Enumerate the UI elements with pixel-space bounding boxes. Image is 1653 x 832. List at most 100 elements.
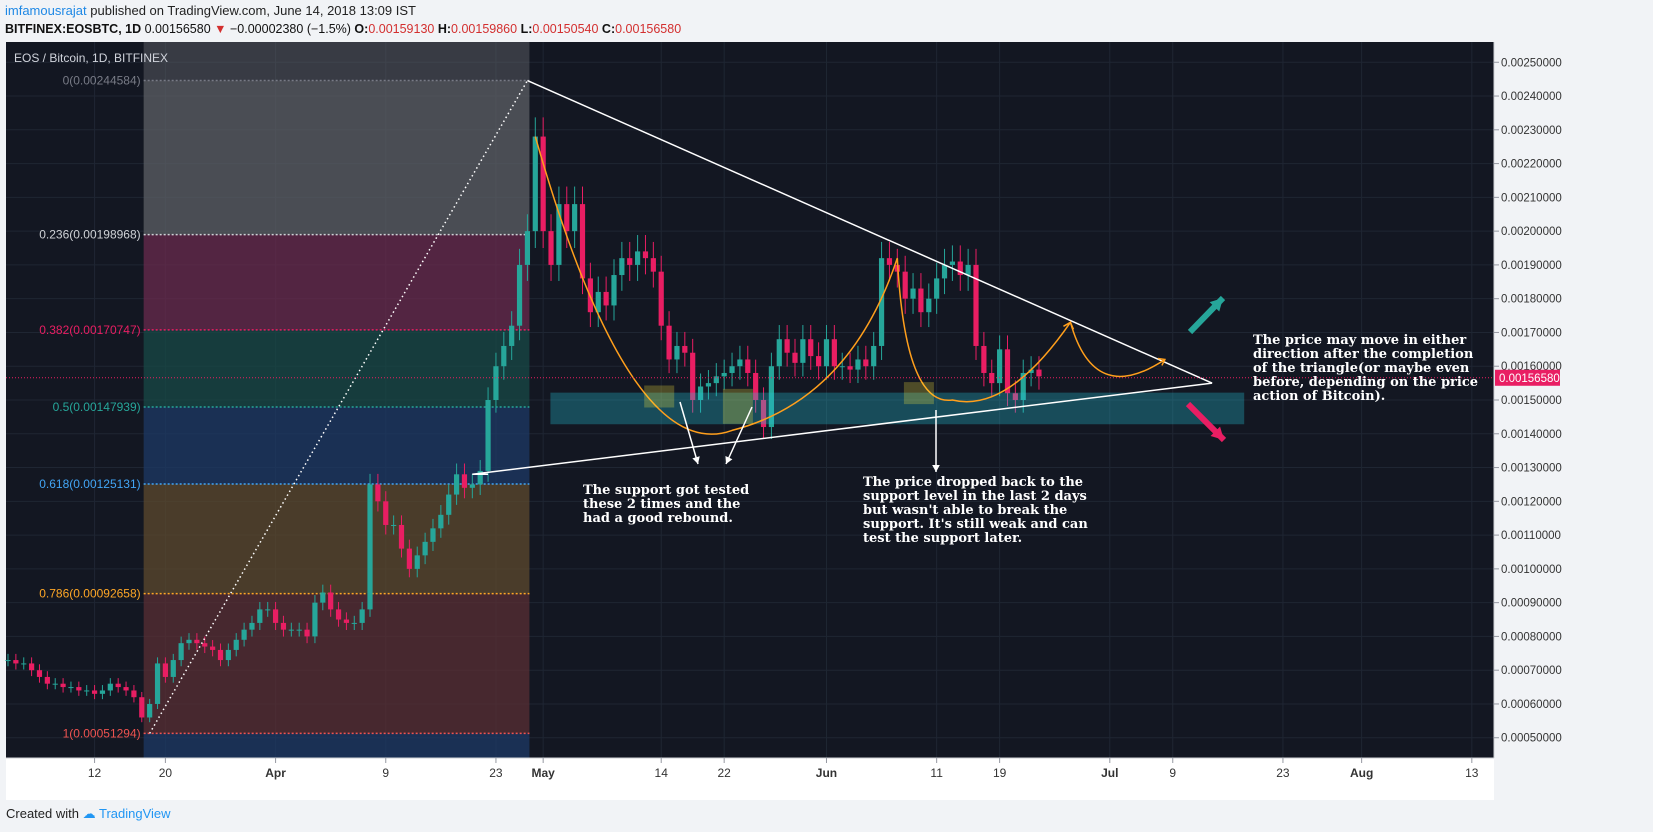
fib-level-label: 0.618(0.00125131) <box>39 477 140 491</box>
annotation-line: action of Bitcoin). <box>1253 389 1386 404</box>
time-tick-label: 20 <box>159 766 173 780</box>
candle-body <box>304 629 310 637</box>
triangle-upper-line <box>527 79 1213 384</box>
candle-body <box>398 524 405 549</box>
arrowhead-icon <box>725 456 733 464</box>
candle-body <box>627 258 633 265</box>
annotation-line: before, depending on the price <box>1253 375 1479 390</box>
candle-body <box>225 649 231 661</box>
candle-body <box>941 264 948 279</box>
candle-body <box>194 639 200 644</box>
arc-arrowhead-icon <box>1157 357 1167 366</box>
support-test-highlight <box>644 385 675 408</box>
candle-body <box>619 258 625 276</box>
candle-body <box>335 609 342 620</box>
candle-body <box>855 359 861 370</box>
candle-body <box>603 291 609 306</box>
candle-body <box>934 278 940 299</box>
candle-body <box>863 359 869 367</box>
price-tick-label: 0.00100000 <box>1501 564 1562 576</box>
candle-body <box>68 687 74 689</box>
fib-zone <box>143 42 530 81</box>
candle-body <box>414 555 420 569</box>
tradingview-link[interactable]: TradingView <box>99 806 171 821</box>
fib-level-label: 0(0.00244584) <box>63 74 141 88</box>
price-tick-label: 0.00220000 <box>1501 159 1562 171</box>
candle-body <box>391 524 397 526</box>
price-tick-label: 0.00150000 <box>1501 395 1562 407</box>
candle-body <box>501 345 507 367</box>
price-tick-label: 0.00130000 <box>1501 463 1562 475</box>
time-tick-label: 23 <box>1276 766 1290 780</box>
time-tick-label: Apr <box>265 766 286 780</box>
candle-body <box>831 339 837 367</box>
pointer-arrow <box>679 401 699 465</box>
candle-body <box>351 622 357 624</box>
candle-body <box>524 231 531 265</box>
time-tick-label: 13 <box>1465 766 1479 780</box>
fib-zone <box>143 329 530 407</box>
candle-body <box>886 258 893 265</box>
time-tick-label: Jun <box>816 766 837 780</box>
candle-body <box>107 683 113 691</box>
candle-body <box>737 359 743 367</box>
candle-body <box>564 204 570 232</box>
published-info: published on TradingView.com, June 14, 2… <box>90 3 416 18</box>
symbol-ohlc-line: BITFINEX:EOSBTC, 1D 0.00156580 ▼ −0.0000… <box>5 22 681 36</box>
candle-body <box>493 366 499 400</box>
candle-body <box>257 609 263 623</box>
candle-body <box>847 366 853 370</box>
annotation-line: of the triangle(or maybe even <box>1253 361 1470 376</box>
time-tick-label: 23 <box>489 766 503 780</box>
high-label: H: <box>437 22 452 36</box>
candle-body <box>642 251 649 259</box>
candle-body <box>658 271 664 326</box>
time-tick-label: May <box>531 766 555 780</box>
price-tick-label: 0.00090000 <box>1501 598 1562 610</box>
candle-body <box>375 484 381 502</box>
candle-body <box>957 261 963 276</box>
candle-body <box>21 663 27 665</box>
time-tick-label: 9 <box>382 766 389 780</box>
annotation-support: The support got tested these 2 times and… <box>583 484 749 526</box>
candle-body <box>690 352 696 400</box>
candle-body <box>328 592 334 610</box>
price-change: −0.00002380 (−1.5%) <box>230 22 351 36</box>
price-tick-label: 0.00190000 <box>1501 260 1562 272</box>
annotation-drop: The price dropped back to the support le… <box>863 476 1088 546</box>
candle-body <box>579 204 586 279</box>
candle-body <box>13 660 19 664</box>
annotation-line: these 2 times and the <box>583 497 741 512</box>
publisher-user-link[interactable]: imfamousrajat <box>5 3 87 18</box>
candle-body <box>469 484 475 488</box>
last-price: 0.00156580 <box>144 22 211 36</box>
candle-body <box>965 264 971 276</box>
time-axis[interactable]: 12 20 Apr 9 23 May 14 22 Jun 11 19 Jul 9 23 Aug 13 <box>6 757 1494 780</box>
candle-body <box>288 629 294 631</box>
down-arrow-icon: ▼ <box>214 22 227 36</box>
candle-body <box>650 258 656 272</box>
candle-body <box>997 349 1003 384</box>
symbol-label: BITFINEX:EOSBTC, 1D <box>5 22 142 36</box>
pointer-arrow <box>725 406 753 465</box>
candle-body <box>485 400 491 471</box>
price-chart[interactable]: 0(0.00244584) 0.236(0.00198968) 0.382(0.00… <box>0 42 1653 800</box>
price-tick-label: 0.00140000 <box>1501 429 1562 441</box>
candle-body <box>784 339 790 353</box>
tradingview-logo-icon: ☁ <box>82 806 96 821</box>
candle-body <box>697 386 704 400</box>
candle-body <box>902 271 908 299</box>
time-tick-label: 11 <box>930 766 943 780</box>
triangle-lower-line <box>472 382 1213 476</box>
open-label: O: <box>354 22 369 36</box>
candle-body <box>265 609 271 611</box>
candle-body <box>745 359 751 373</box>
annotation-line: support. It's still weak and can <box>863 517 1088 532</box>
candlesticks <box>5 117 1042 723</box>
price-axis[interactable]: 0.00050000 0.00060000 0.00070000 0.00080000… <box>1493 42 1562 758</box>
candle-body <box>438 514 444 529</box>
candle-body <box>5 660 11 662</box>
candle-body <box>477 470 483 485</box>
candle-body <box>154 663 161 704</box>
candle-body <box>595 291 601 313</box>
